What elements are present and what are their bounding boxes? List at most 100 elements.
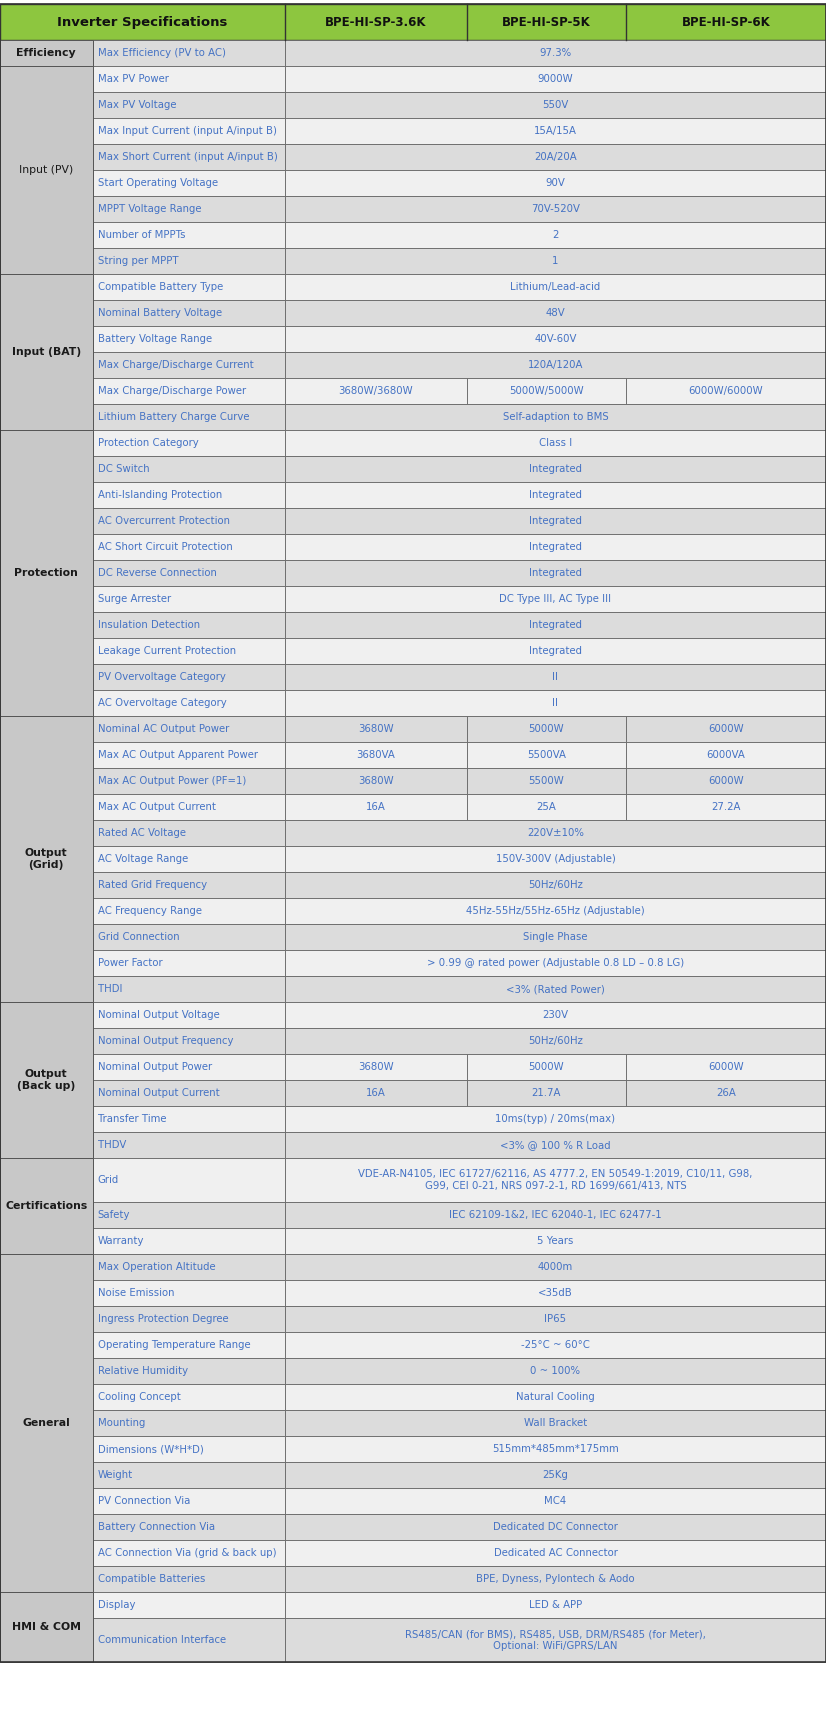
Bar [285,379,467,405]
Text: 10ms(typ) / 20ms(max): 10ms(typ) / 20ms(max) [496,1114,615,1124]
Bar [93,1255,285,1280]
Bar [0,430,93,716]
Text: 5000W: 5000W [529,1063,564,1071]
Text: 6000W: 6000W [708,723,744,734]
Text: 20A/20A: 20A/20A [534,153,577,163]
Text: 3680W/3680W: 3680W/3680W [339,386,413,396]
Text: 40V-60V: 40V-60V [534,334,577,345]
Text: > 0.99 @ rated power (Adjustable 0.8 LD – 0.8 LG): > 0.99 @ rated power (Adjustable 0.8 LD … [427,958,684,968]
Bar [93,691,285,716]
Bar [285,898,826,924]
Text: Nominal AC Output Power: Nominal AC Output Power [97,723,229,734]
Text: DC Reverse Connection: DC Reverse Connection [97,567,216,578]
Text: DC Switch: DC Switch [97,464,150,475]
Text: Operating Temperature Range: Operating Temperature Range [97,1340,250,1351]
Text: <3% (Rated Power): <3% (Rated Power) [506,984,605,994]
Bar [626,379,826,405]
Bar [285,1003,826,1028]
Text: Battery Connection Via: Battery Connection Via [97,1522,215,1532]
Bar [285,300,826,326]
Text: Nominal Output Voltage: Nominal Output Voltage [97,1010,219,1020]
Text: 3680W: 3680W [358,723,394,734]
Text: Integrated: Integrated [529,490,582,500]
Text: Rated AC Voltage: Rated AC Voltage [97,828,186,838]
Text: Integrated: Integrated [529,464,582,475]
Text: 150V-300V (Adjustable): 150V-300V (Adjustable) [496,854,615,864]
Text: 230V: 230V [543,1010,568,1020]
Bar [0,1592,93,1663]
Text: IEC 62109-1&2, IEC 62040-1, IEC 62477-1: IEC 62109-1&2, IEC 62040-1, IEC 62477-1 [449,1210,662,1220]
Bar [285,975,826,1003]
Bar [285,118,826,144]
Bar [93,898,285,924]
Text: Max PV Power: Max PV Power [97,74,169,84]
Bar [285,847,826,872]
Bar [467,768,626,794]
Bar [285,768,467,794]
Bar [467,716,626,742]
Text: AC Overvoltage Category: AC Overvoltage Category [97,698,226,708]
Text: MPPT Voltage Range: MPPT Voltage Range [97,204,201,214]
Text: Max Input Current (input A/input B): Max Input Current (input A/input B) [97,127,277,135]
Bar [285,1106,826,1131]
Bar [93,170,285,195]
Bar [0,39,93,67]
Bar [93,507,285,535]
Text: Max Operation Altitude: Max Operation Altitude [97,1262,215,1272]
Bar [93,819,285,847]
Bar [93,351,285,379]
Bar [285,1539,826,1567]
Bar [285,1592,826,1618]
Text: 45Hz-55Hz/55Hz-65Hz (Adjustable): 45Hz-55Hz/55Hz-65Hz (Adjustable) [466,907,645,915]
Text: 25Kg: 25Kg [543,1471,568,1479]
Text: 5000W: 5000W [529,723,564,734]
Bar [285,560,826,586]
Bar [93,1462,285,1488]
Text: AC Connection Via (grid & back up): AC Connection Via (grid & back up) [97,1548,276,1558]
Text: 1: 1 [553,255,558,266]
Text: Lithium Battery Charge Curve: Lithium Battery Charge Curve [97,411,249,422]
Bar [285,1383,826,1411]
Text: BPE-HI-SP-6K: BPE-HI-SP-6K [681,15,771,29]
Bar [285,1280,826,1306]
Text: 120A/120A: 120A/120A [528,360,583,370]
Bar [93,1332,285,1357]
Bar [93,975,285,1003]
Text: BPE, Dyness, Pylontech & Aodo: BPE, Dyness, Pylontech & Aodo [476,1573,635,1584]
Text: General: General [22,1417,70,1428]
Text: Grid: Grid [97,1176,119,1184]
Text: VDE-AR-N4105, IEC 61727/62116, AS 4777.2, EN 50549-1:2019, C10/11, G98,
G99, CEI: VDE-AR-N4105, IEC 61727/62116, AS 4777.2… [358,1169,752,1191]
Bar [93,223,285,249]
Bar [93,586,285,612]
Text: <3% @ 100 % R Load: <3% @ 100 % R Load [501,1140,610,1150]
Text: <35dB: <35dB [538,1287,573,1297]
Text: PV Overvoltage Category: PV Overvoltage Category [97,672,225,682]
Text: Warranty: Warranty [97,1236,144,1246]
Text: 6000VA: 6000VA [707,751,745,759]
Text: Lithium/Lead-acid: Lithium/Lead-acid [510,283,601,291]
Bar [93,195,285,223]
Bar [93,144,285,170]
Text: Max AC Output Power (PF=1): Max AC Output Power (PF=1) [97,776,246,787]
Text: BPE-HI-SP-3.6K: BPE-HI-SP-3.6K [325,15,426,29]
Text: Anti-Islanding Protection: Anti-Islanding Protection [97,490,221,500]
Text: Number of MPPTs: Number of MPPTs [97,230,185,240]
Bar [285,1028,826,1054]
Text: 26A: 26A [716,1088,736,1099]
Bar [93,1383,285,1411]
Bar [285,1159,826,1202]
Bar [285,1436,826,1462]
Text: 9000W: 9000W [538,74,573,84]
Bar [285,456,826,482]
Text: Output
(Grid): Output (Grid) [25,848,68,869]
Bar [93,1028,285,1054]
Text: Max AC Output Current: Max AC Output Current [97,802,216,812]
Bar [285,1054,467,1080]
Bar [467,1080,626,1106]
Text: 5500W: 5500W [529,776,564,787]
Text: 515mm*485mm*175mm: 515mm*485mm*175mm [492,1443,619,1453]
Bar [285,691,826,716]
Bar [93,39,285,67]
Text: Efficiency: Efficiency [17,48,76,58]
Bar [93,1003,285,1028]
